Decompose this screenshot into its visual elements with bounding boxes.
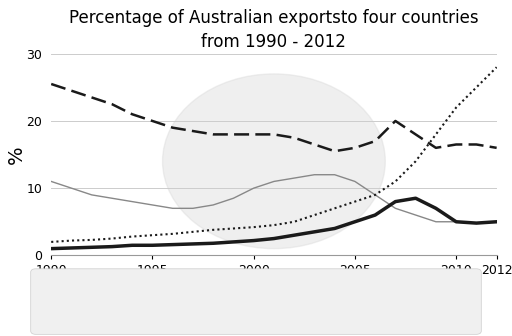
Title: Percentage of Australian exportsto four countries
from 1990 - 2012: Percentage of Australian exportsto four … bbox=[69, 9, 479, 51]
Y-axis label: %: % bbox=[7, 145, 26, 164]
Text: India: India bbox=[385, 284, 413, 294]
Ellipse shape bbox=[162, 74, 385, 249]
Text: Japan: Japan bbox=[106, 284, 137, 294]
Text: US: US bbox=[206, 284, 222, 294]
Text: China: China bbox=[290, 284, 323, 294]
